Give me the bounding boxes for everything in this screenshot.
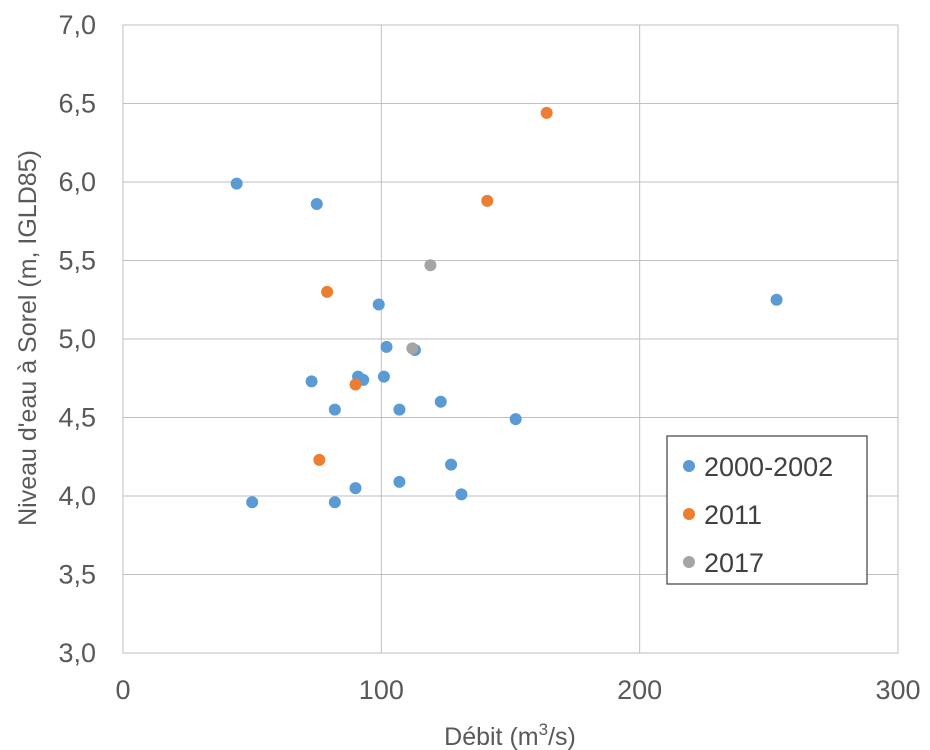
- plot-area-border: [122, 24, 899, 654]
- y-tick-label: 3,5: [58, 560, 96, 590]
- y-tick-label: 6,0: [58, 167, 96, 197]
- y-tick-label: 5,0: [58, 324, 96, 354]
- legend-box: [666, 435, 868, 585]
- legend-label: 2011: [704, 500, 762, 530]
- data-point-2000-2002: [393, 475, 406, 488]
- legend-marker: [683, 460, 695, 472]
- data-point-2000-2002: [305, 375, 318, 388]
- data-point-2000-2002: [310, 197, 323, 210]
- y-tick-label: 4,0: [58, 481, 96, 511]
- data-point-2011: [481, 194, 494, 207]
- data-point-2000-2002: [372, 298, 385, 311]
- x-tick-label: 300: [875, 675, 920, 705]
- data-point-2017: [424, 259, 437, 272]
- x-tick-label: 100: [359, 675, 404, 705]
- data-point-2000-2002: [434, 395, 447, 408]
- x-tick-label: 0: [115, 675, 130, 705]
- data-point-2000-2002: [509, 413, 522, 426]
- data-point-2011: [321, 285, 334, 298]
- legend-marker: [683, 508, 695, 520]
- y-axis-title: Niveau d'eau à Sorel (m, IGLD85): [14, 150, 42, 526]
- data-point-2000-2002: [455, 488, 468, 501]
- data-point-2011: [540, 106, 553, 119]
- y-tick-label: 4,5: [58, 403, 96, 433]
- legend: 2000-2002 2011 2017: [666, 435, 868, 585]
- y-tick-label: 7,0: [58, 10, 96, 40]
- data-point-2000-2002: [377, 370, 390, 383]
- y-tick-label: 6,5: [58, 89, 96, 119]
- x-axis-tick-labels: 0 100 200 300: [115, 675, 920, 705]
- data-point-2017: [406, 342, 419, 355]
- y-tick-label: 5,5: [58, 246, 96, 276]
- data-point-2000-2002: [445, 458, 458, 471]
- data-point-2000-2002: [393, 403, 406, 416]
- data-point-2000-2002: [380, 340, 393, 353]
- x-tick-label: 200: [617, 675, 662, 705]
- data-point-2000-2002: [770, 293, 783, 306]
- data-point-2000-2002: [328, 403, 341, 416]
- y-axis-tick-labels: 3,0 3,5 4,0 4,5 5,0 5,5 6,0 6,5 7,0: [58, 10, 96, 668]
- legend-label: 2017: [704, 548, 764, 578]
- data-point-2011: [349, 378, 362, 391]
- y-tick-label: 3,0: [58, 638, 96, 668]
- data-point-2000-2002: [246, 496, 259, 509]
- legend-items: 2000-2002 2011 2017: [683, 452, 833, 578]
- x-axis-title: Débit (m3/s): [444, 720, 576, 750]
- data-points: [230, 106, 783, 509]
- data-point-2011: [313, 453, 326, 466]
- legend-marker: [683, 556, 695, 568]
- data-point-2000-2002: [328, 496, 341, 509]
- data-point-2000-2002: [230, 177, 243, 190]
- legend-label: 2000-2002: [704, 452, 833, 482]
- data-point-2000-2002: [349, 482, 362, 495]
